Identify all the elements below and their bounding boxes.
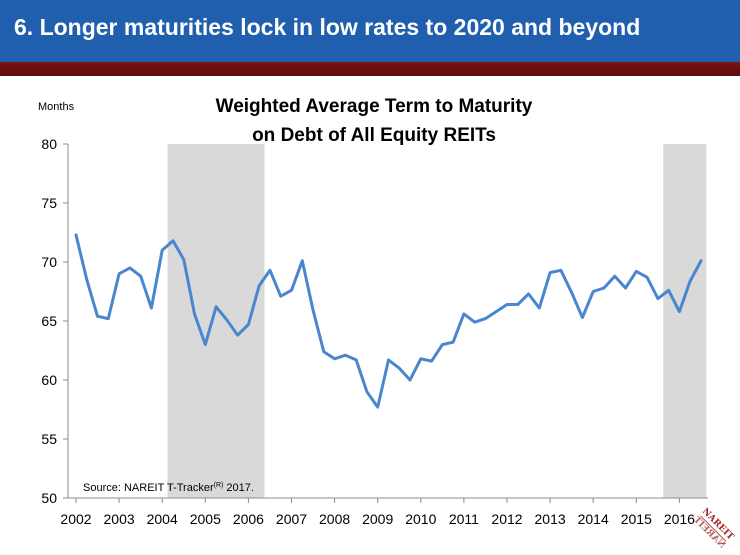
logo-divider bbox=[700, 515, 727, 542]
source-text: Source: NAREIT T-Tracker bbox=[83, 482, 214, 494]
y-tick-label-50: 50 bbox=[41, 490, 57, 506]
source-superscript: (R) bbox=[214, 482, 224, 489]
x-tick-label-2014: 2014 bbox=[578, 511, 609, 527]
source-note: Source: NAREIT T-Tracker(R) 2017. bbox=[83, 482, 254, 494]
chart-title-line-1: Weighted Average Term to Maturity bbox=[216, 96, 533, 117]
source-tail: 2017. bbox=[223, 482, 254, 494]
series-line-1 bbox=[74, 233, 703, 409]
x-tick-label-2002: 2002 bbox=[60, 511, 91, 527]
y-tick-label-65: 65 bbox=[41, 313, 57, 329]
x-tick-label-2007: 2007 bbox=[276, 511, 307, 527]
axes bbox=[63, 143, 708, 503]
x-tick-label-2004: 2004 bbox=[147, 511, 178, 527]
tick-labels: 50 55 60 65 70 75 80 2002 2003 2004 2005 2006 2007 20… bbox=[41, 136, 695, 527]
slide-header: 6. Longer maturities lock in low rates t… bbox=[0, 0, 740, 62]
x-tick-label-2009: 2009 bbox=[362, 511, 393, 527]
x-tick-label-2003: 2003 bbox=[104, 511, 135, 527]
y-tick-label-80: 80 bbox=[41, 136, 57, 152]
slide-title: 6. Longer maturities lock in low rates t… bbox=[14, 14, 641, 40]
x-tick-label-2013: 2013 bbox=[535, 511, 566, 527]
x-tick-label-2005: 2005 bbox=[190, 511, 221, 527]
x-tick-label-2016: 2016 bbox=[664, 511, 695, 527]
series-layer bbox=[74, 233, 703, 409]
y-axis-label: Months bbox=[38, 101, 75, 113]
chart-title-line-2: on Debt of All Equity REITs bbox=[252, 125, 496, 146]
y-tick-label-70: 70 bbox=[41, 254, 57, 270]
x-tick-label-2015: 2015 bbox=[621, 511, 652, 527]
x-tick-label-2006: 2006 bbox=[233, 511, 264, 527]
y-tick-label-55: 55 bbox=[41, 431, 57, 447]
x-tick-label-2011: 2011 bbox=[449, 511, 479, 527]
y-tick-label-75: 75 bbox=[41, 195, 57, 211]
nareit-logo: NAREIT NAREIT bbox=[691, 507, 736, 551]
header-rule bbox=[0, 62, 740, 76]
y-tick-label-60: 60 bbox=[41, 372, 57, 388]
x-tick-label-2012: 2012 bbox=[491, 511, 522, 527]
shaded-period-2 bbox=[663, 144, 707, 498]
x-tick-label-2010: 2010 bbox=[405, 511, 436, 527]
x-tick-label-2008: 2008 bbox=[319, 511, 350, 527]
